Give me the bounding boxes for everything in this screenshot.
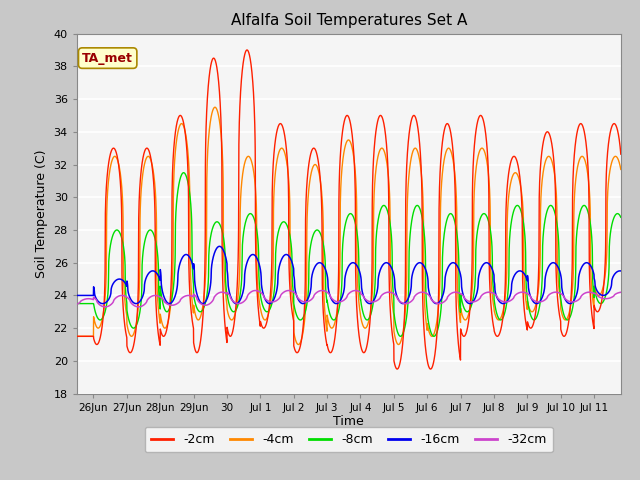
- X-axis label: Time: Time: [333, 415, 364, 429]
- Text: TA_met: TA_met: [82, 51, 133, 65]
- Title: Alfalfa Soil Temperatures Set A: Alfalfa Soil Temperatures Set A: [230, 13, 467, 28]
- Legend: -2cm, -4cm, -8cm, -16cm, -32cm: -2cm, -4cm, -8cm, -16cm, -32cm: [145, 427, 553, 452]
- Y-axis label: Soil Temperature (C): Soil Temperature (C): [35, 149, 48, 278]
